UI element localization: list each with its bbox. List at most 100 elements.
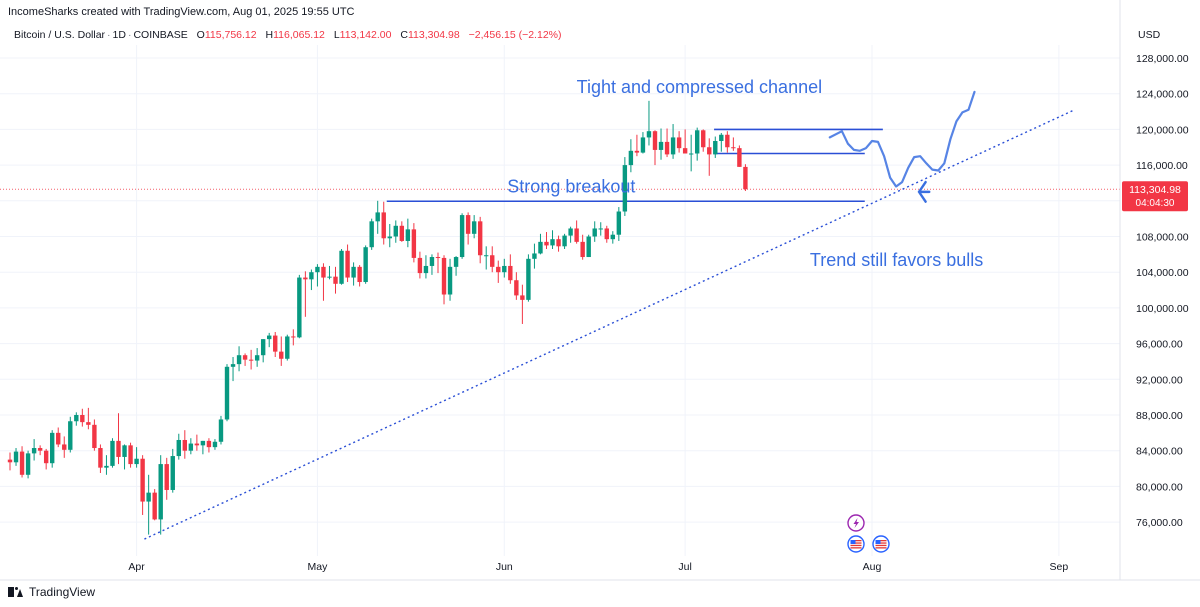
- candle[interactable]: [158, 455, 163, 535]
- candle[interactable]: [98, 444, 103, 474]
- candle[interactable]: [122, 444, 127, 470]
- candle[interactable]: [218, 415, 224, 445]
- candle[interactable]: [116, 413, 121, 465]
- candle[interactable]: [713, 136, 718, 158]
- candle[interactable]: [375, 200, 380, 234]
- candle[interactable]: [260, 339, 266, 363]
- candle[interactable]: [200, 440, 206, 455]
- candle[interactable]: [622, 157, 628, 216]
- candle[interactable]: [538, 233, 543, 255]
- candle[interactable]: [682, 129, 688, 154]
- candle[interactable]: [459, 213, 465, 259]
- candle[interactable]: [19, 446, 25, 478]
- candle[interactable]: [206, 438, 212, 453]
- candle[interactable]: [411, 223, 417, 263]
- candle[interactable]: [224, 364, 230, 422]
- candle[interactable]: [423, 255, 429, 279]
- candle[interactable]: [321, 263, 326, 301]
- candle[interactable]: [508, 254, 513, 284]
- candle[interactable]: [435, 252, 441, 274]
- candle[interactable]: [532, 243, 537, 269]
- candle[interactable]: [737, 145, 742, 167]
- candle[interactable]: [441, 255, 447, 305]
- candle[interactable]: [31, 439, 37, 461]
- candle[interactable]: [49, 430, 55, 468]
- candle[interactable]: [526, 254, 531, 302]
- candle[interactable]: [562, 233, 567, 249]
- us-flag-event-icon[interactable]: [847, 535, 865, 553]
- candle[interactable]: [598, 222, 603, 236]
- candle[interactable]: [701, 129, 706, 152]
- interval[interactable]: 1D: [112, 29, 126, 41]
- candle[interactable]: [303, 271, 308, 317]
- candle[interactable]: [592, 221, 597, 242]
- candle[interactable]: [242, 353, 248, 366]
- tradingview-footer[interactable]: TradingView: [8, 585, 95, 599]
- candle[interactable]: [315, 264, 320, 287]
- candle[interactable]: [74, 412, 79, 426]
- candle[interactable]: [37, 445, 43, 456]
- candle[interactable]: [128, 442, 133, 468]
- candle[interactable]: [652, 130, 658, 166]
- candle[interactable]: [640, 132, 646, 154]
- candle[interactable]: [104, 455, 109, 475]
- candle[interactable]: [604, 225, 609, 243]
- candle[interactable]: [351, 262, 356, 286]
- candle[interactable]: [610, 231, 615, 244]
- candle[interactable]: [707, 138, 712, 176]
- candle[interactable]: [230, 356, 236, 382]
- candle[interactable]: [236, 346, 242, 372]
- candle[interactable]: [170, 448, 175, 493]
- candle[interactable]: [43, 448, 49, 470]
- candle[interactable]: [586, 234, 591, 258]
- candle[interactable]: [520, 284, 525, 324]
- us-flag-event-icon-2[interactable]: [872, 535, 890, 553]
- candle[interactable]: [212, 439, 218, 450]
- candle[interactable]: [719, 132, 724, 152]
- candle[interactable]: [399, 221, 405, 242]
- candle[interactable]: [333, 266, 338, 294]
- candle[interactable]: [646, 100, 652, 146]
- candles[interactable]: [7, 100, 748, 535]
- candle[interactable]: [339, 248, 344, 285]
- candle[interactable]: [477, 216, 483, 264]
- candle[interactable]: [514, 272, 519, 300]
- candle[interactable]: [80, 408, 85, 427]
- candle[interactable]: [429, 254, 435, 275]
- candle[interactable]: [25, 450, 31, 479]
- candle[interactable]: [345, 244, 350, 283]
- candle[interactable]: [502, 258, 507, 278]
- candle[interactable]: [194, 434, 200, 451]
- candle[interactable]: [164, 457, 169, 500]
- candle[interactable]: [544, 232, 549, 249]
- candle[interactable]: [634, 134, 640, 157]
- candle[interactable]: [568, 226, 573, 243]
- candle[interactable]: [381, 201, 386, 245]
- candle[interactable]: [182, 430, 188, 459]
- candle[interactable]: [188, 438, 194, 455]
- candle[interactable]: [363, 245, 368, 284]
- candle[interactable]: [465, 212, 471, 245]
- candle[interactable]: [152, 489, 157, 521]
- candle[interactable]: [309, 269, 314, 291]
- candle[interactable]: [658, 128, 664, 160]
- candle[interactable]: [676, 131, 682, 153]
- candle[interactable]: [496, 260, 501, 283]
- candle[interactable]: [670, 124, 676, 159]
- candle[interactable]: [62, 436, 67, 458]
- candle[interactable]: [291, 329, 296, 346]
- candle[interactable]: [393, 220, 398, 243]
- candle[interactable]: [556, 235, 561, 252]
- candle[interactable]: [110, 438, 115, 468]
- candle[interactable]: [248, 349, 254, 370]
- candle[interactable]: [417, 251, 423, 279]
- candle[interactable]: [664, 128, 670, 158]
- candle[interactable]: [725, 131, 730, 153]
- candle[interactable]: [86, 407, 91, 430]
- candle[interactable]: [68, 416, 73, 453]
- candle[interactable]: [176, 433, 181, 460]
- candle[interactable]: [285, 334, 290, 361]
- candle[interactable]: [694, 127, 700, 161]
- candle[interactable]: [574, 220, 579, 244]
